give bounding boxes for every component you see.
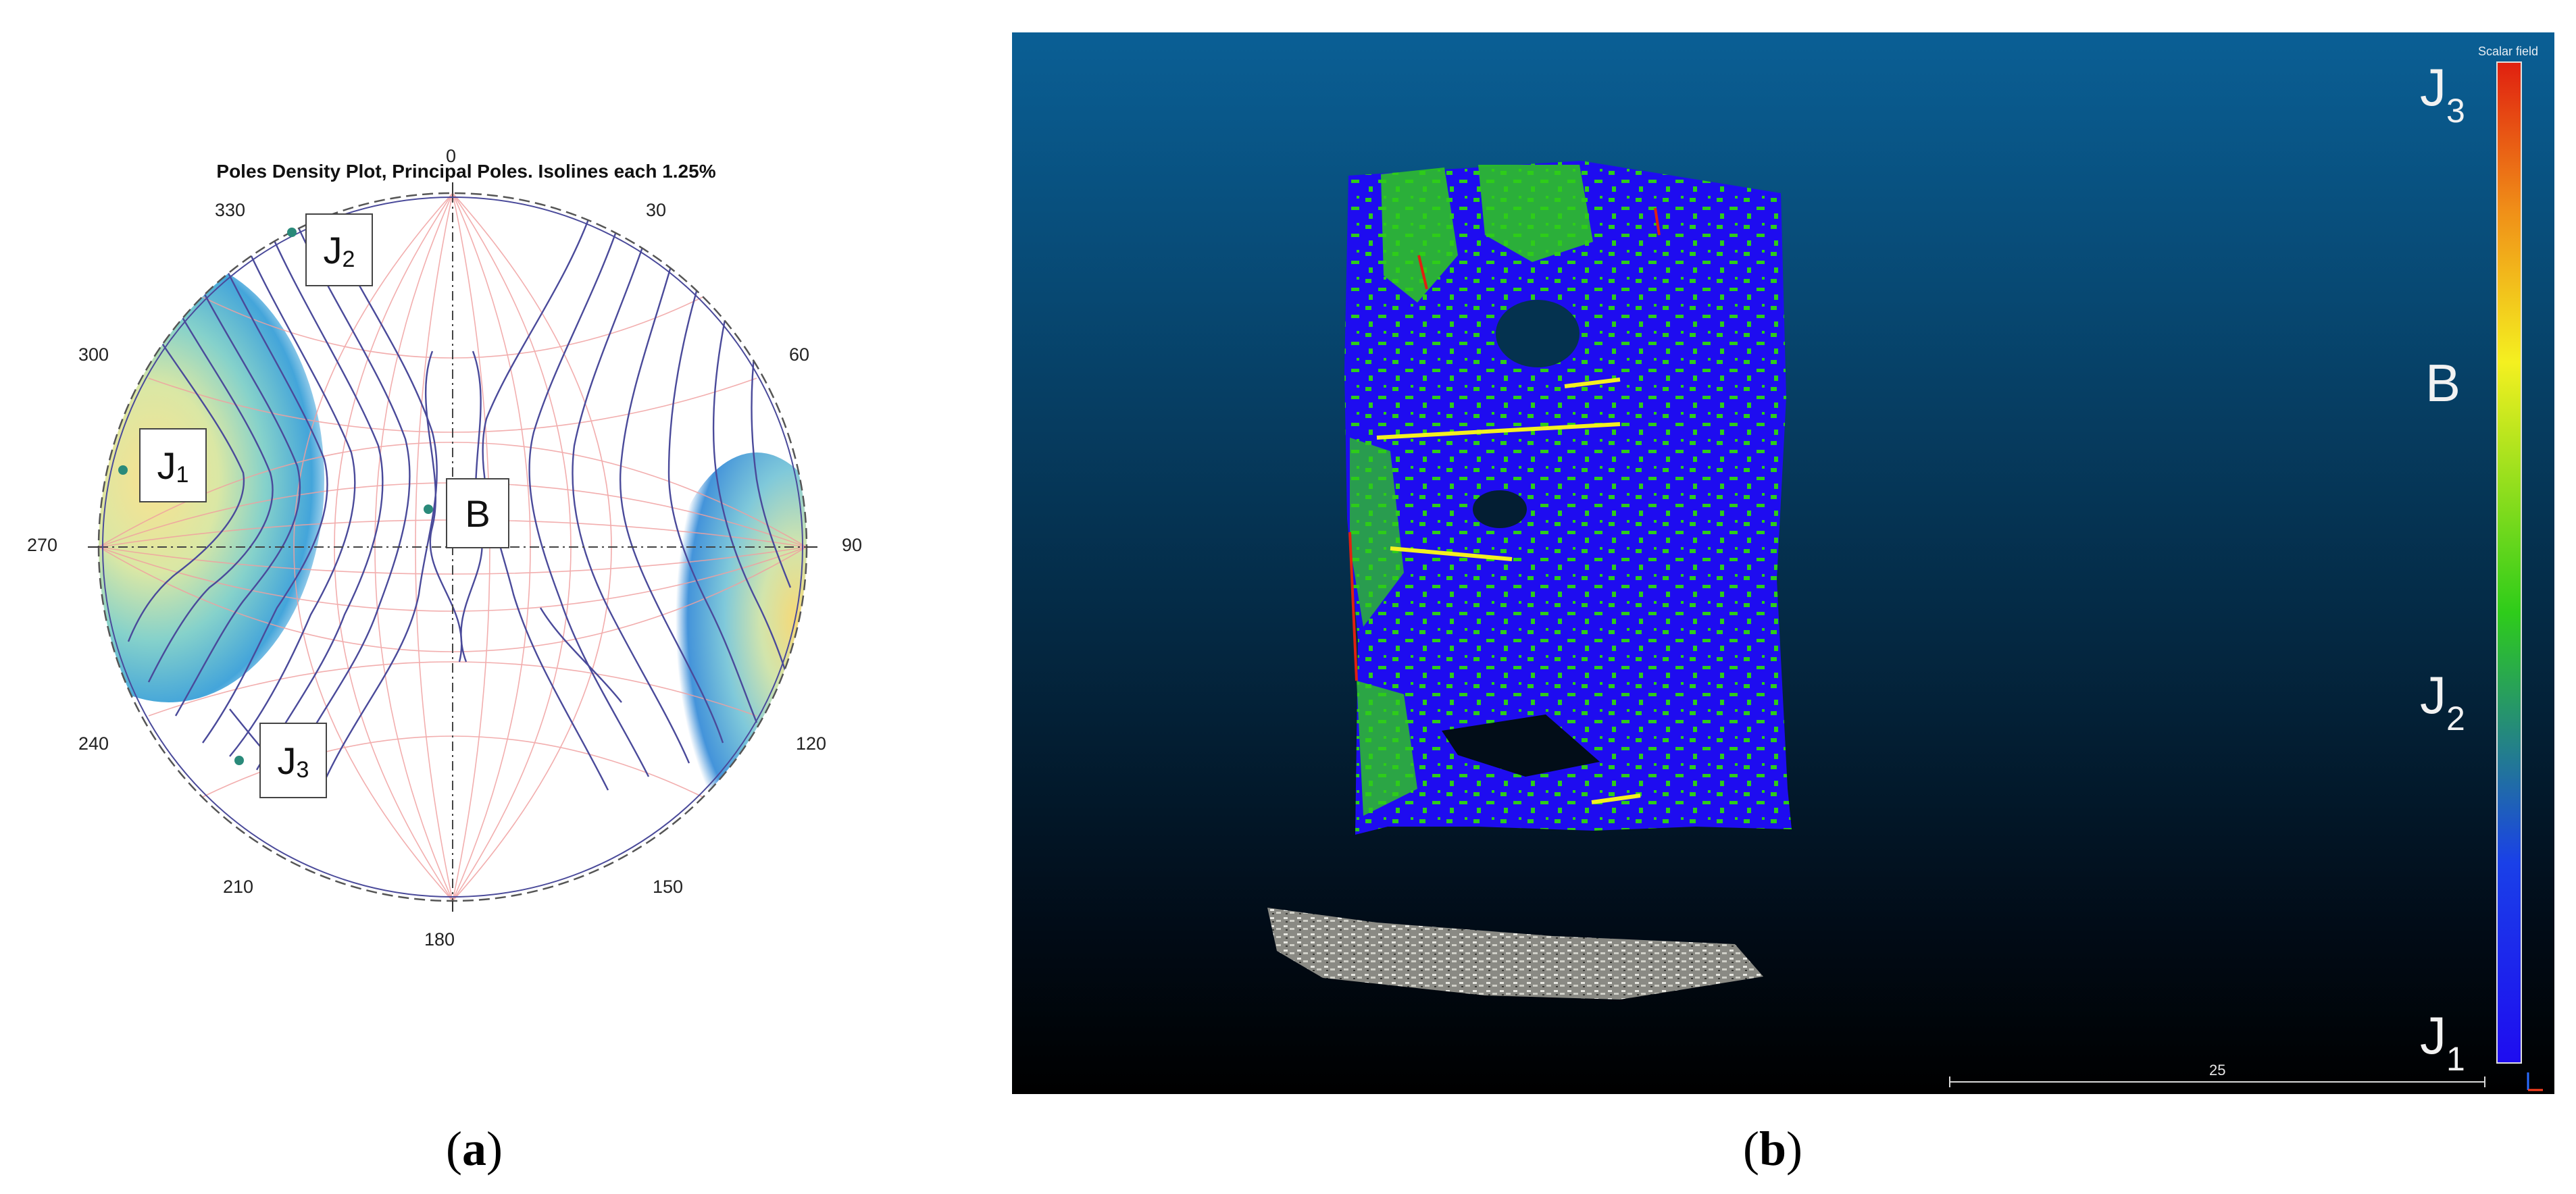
point-cloud: [1267, 61, 2543, 1091]
deg-120: 120: [796, 733, 827, 754]
colorbar-label-j2: J2: [2420, 665, 2465, 737]
point-cloud-panel: Scalar field J3 B J2 J1 25: [1012, 32, 2554, 1094]
pole-b-marker: [424, 504, 433, 514]
axis-triad: [2527, 1072, 2543, 1091]
deg-240: 240: [78, 733, 109, 754]
deg-330: 330: [215, 200, 246, 220]
deg-30: 30: [646, 200, 667, 220]
deg-150: 150: [653, 877, 684, 897]
deg-300: 300: [78, 344, 109, 365]
colorbar-title: Scalar field: [2478, 45, 2539, 58]
pole-label-b: B: [446, 478, 509, 548]
caption-b: (b): [1743, 1122, 1803, 1176]
colorbar-label-b: B: [2425, 353, 2461, 413]
deg-270: 270: [27, 535, 58, 555]
stereonet-panel: Poles Density Plot, Principal Poles. Iso…: [0, 0, 973, 1194]
deg-180: 180: [424, 929, 455, 950]
deg-210: 210: [223, 877, 254, 897]
scalar-colorbar: [2496, 61, 2522, 1064]
colorbar-label-j1: J1: [2420, 1006, 2465, 1078]
deg-60: 60: [789, 344, 810, 365]
pole-j3-marker: [234, 756, 244, 765]
density-hotspot-east: [655, 452, 807, 871]
stereonet: [88, 182, 817, 912]
deg-0: 0: [446, 146, 457, 166]
pole-j1-marker: [118, 465, 128, 475]
density-isolines: [127, 202, 792, 798]
colorbar-label-j3: J3: [2420, 57, 2465, 130]
plot-title: Poles Density Plot, Principal Poles. Iso…: [216, 161, 716, 182]
deg-90: 90: [842, 535, 863, 555]
scale-bar: [1949, 1076, 2485, 1087]
ground-cloud: [1267, 908, 1763, 1000]
pole-j2-marker: [287, 228, 297, 237]
caption-a: (a): [446, 1122, 503, 1176]
rock-face-cloud: [1344, 161, 1792, 835]
scale-value: 25: [2209, 1062, 2226, 1079]
